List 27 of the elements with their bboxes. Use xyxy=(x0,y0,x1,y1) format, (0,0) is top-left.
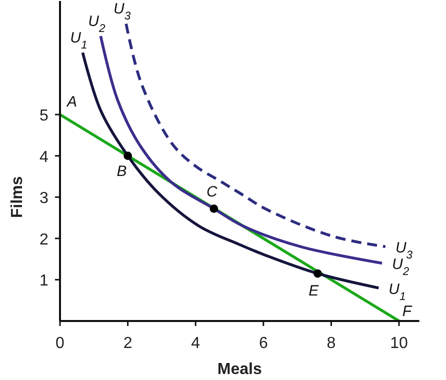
y-tick-label: 4 xyxy=(40,148,49,166)
x-tick-label: 10 xyxy=(390,335,408,352)
y-tick-label: 2 xyxy=(40,231,49,248)
y-axis-title: Films xyxy=(9,176,26,218)
x-tick-label: 0 xyxy=(56,335,65,352)
series-label: U$_{3}$ xyxy=(114,0,132,23)
line-series xyxy=(99,34,384,265)
point xyxy=(313,269,322,278)
line-series xyxy=(124,22,387,248)
annotation: C xyxy=(206,184,218,201)
text: U$_{1}$ xyxy=(388,280,406,303)
series-label: U$_{2}$ xyxy=(88,13,106,36)
point xyxy=(124,152,132,160)
series-label: U$_{1}$ xyxy=(70,30,88,52)
y-tick-label: 1 xyxy=(40,272,49,290)
y-tick-label: 3 xyxy=(40,190,49,208)
y-tick-label: 5 xyxy=(40,108,49,125)
annotation: A xyxy=(66,94,78,111)
x-tick-label: 4 xyxy=(191,335,200,352)
annotation: F xyxy=(402,303,412,320)
annotation: E xyxy=(308,282,320,300)
x-tick-label: 2 xyxy=(123,335,132,352)
x-axis-title: Meals xyxy=(217,361,262,378)
annotation: B xyxy=(116,162,127,180)
x-tick-label: 8 xyxy=(326,335,336,352)
x-tick-label: 6 xyxy=(258,335,268,352)
point xyxy=(210,204,218,213)
